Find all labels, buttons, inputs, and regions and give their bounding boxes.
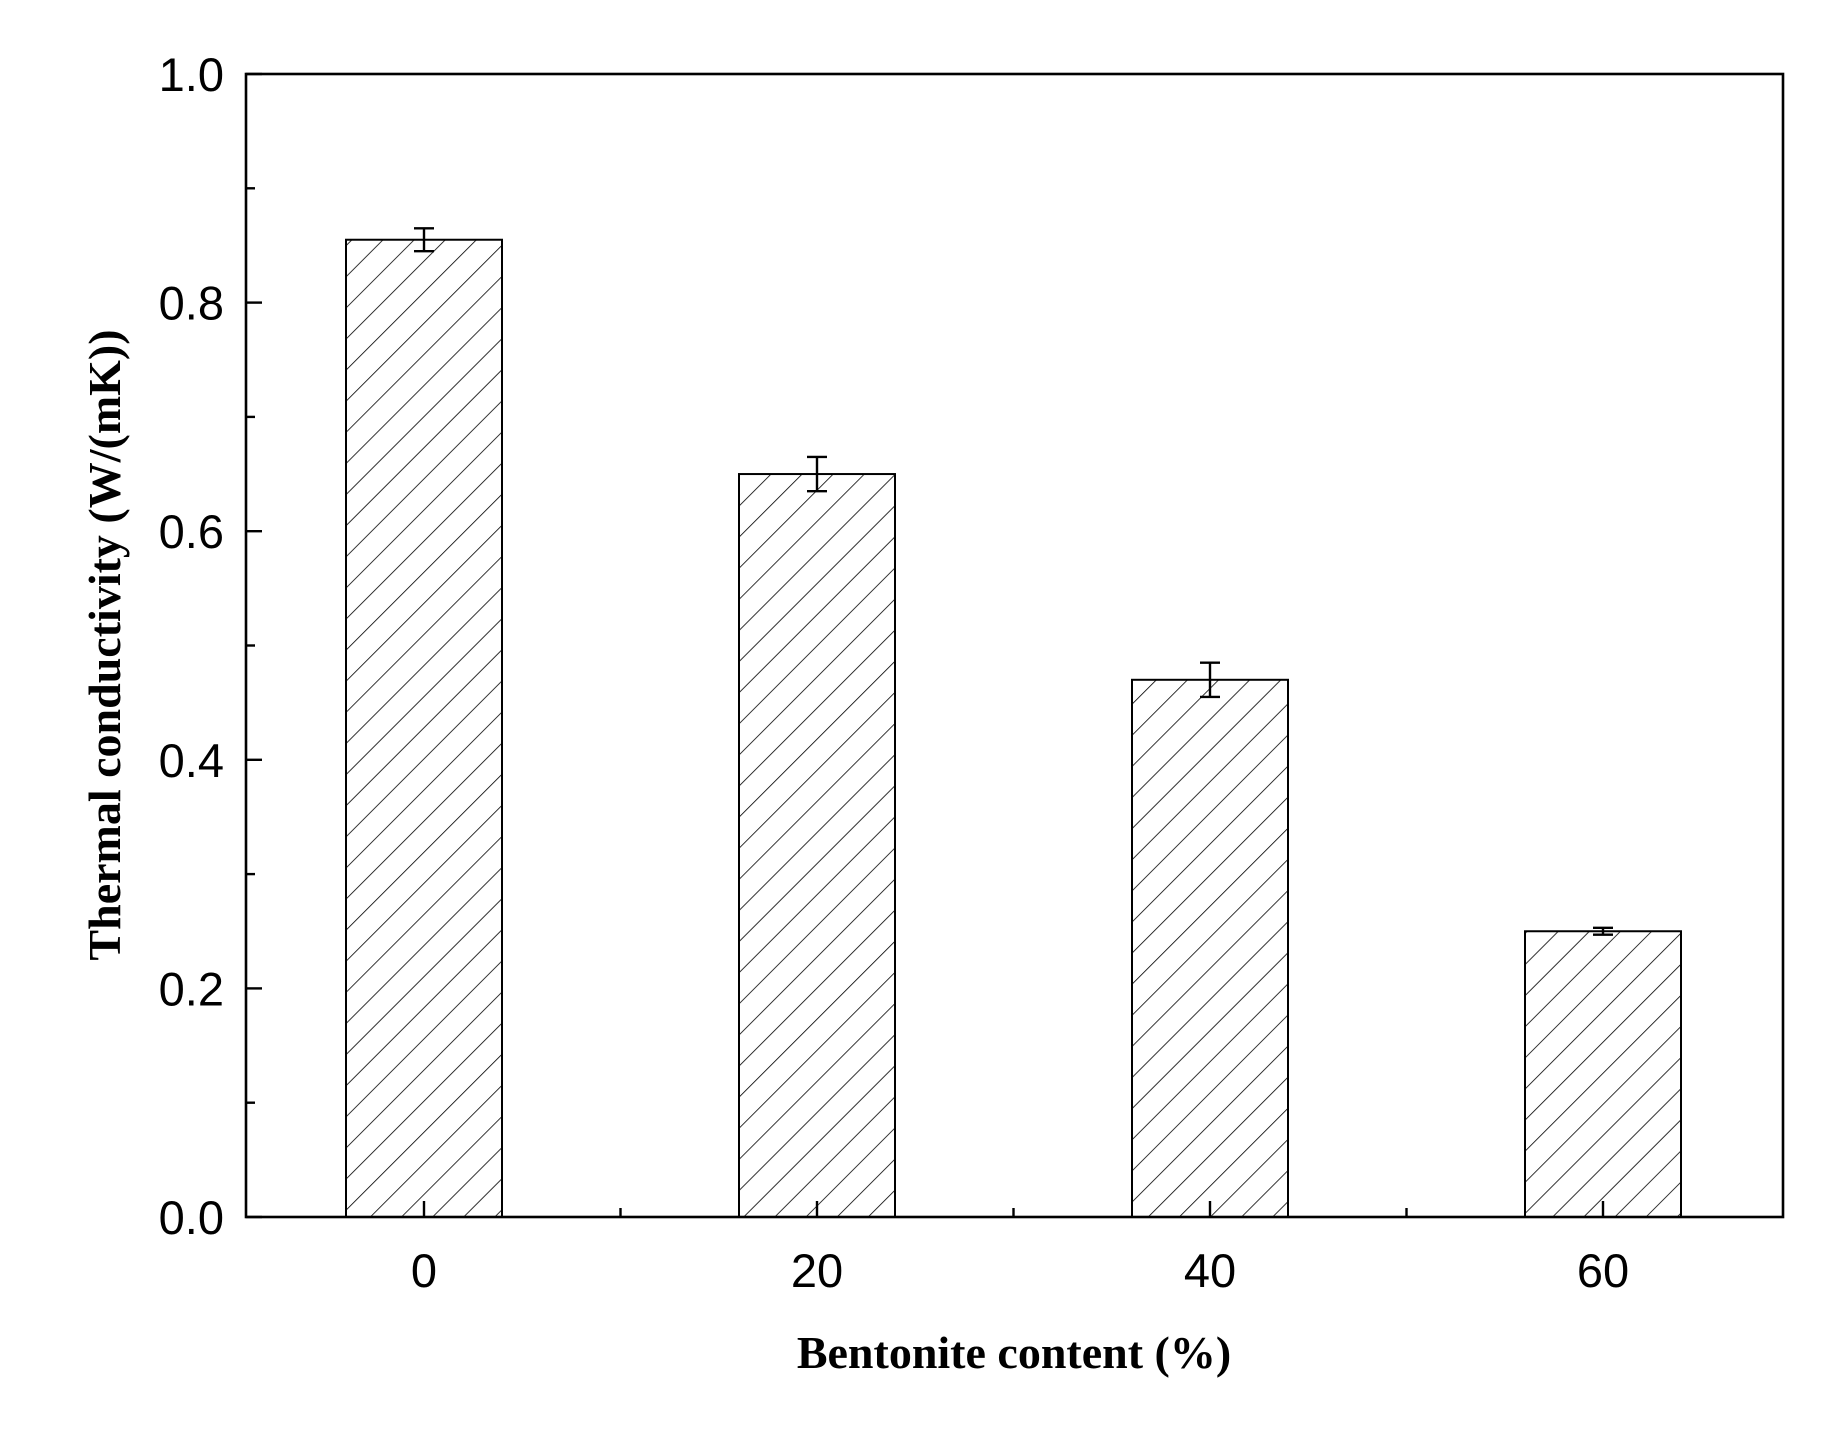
x-tick-label: 60 xyxy=(1577,1244,1629,1297)
bar-hatch xyxy=(739,474,895,1217)
y-axis-title: Thermal conductivity (W/(mK)) xyxy=(79,329,130,960)
y-tick-label: 0.8 xyxy=(159,277,224,330)
bar-hatch xyxy=(1132,679,1288,1217)
bar-hatch xyxy=(346,239,502,1218)
y-tick-label: 1.0 xyxy=(159,48,224,101)
x-tick-label: 0 xyxy=(411,1244,437,1297)
y-tick-label: 0.4 xyxy=(159,734,224,787)
x-tick-label: 40 xyxy=(1184,1244,1236,1297)
plot-frame xyxy=(244,72,1785,1219)
x-axis-title: Bentonite content (%) xyxy=(797,1327,1231,1378)
y-tick-label: 0.6 xyxy=(159,505,224,558)
x-tick-label: 20 xyxy=(791,1244,843,1297)
bar-hatch xyxy=(1525,931,1681,1217)
y-tick-label: 0.0 xyxy=(159,1191,224,1244)
y-tick-label: 0.2 xyxy=(159,962,224,1015)
